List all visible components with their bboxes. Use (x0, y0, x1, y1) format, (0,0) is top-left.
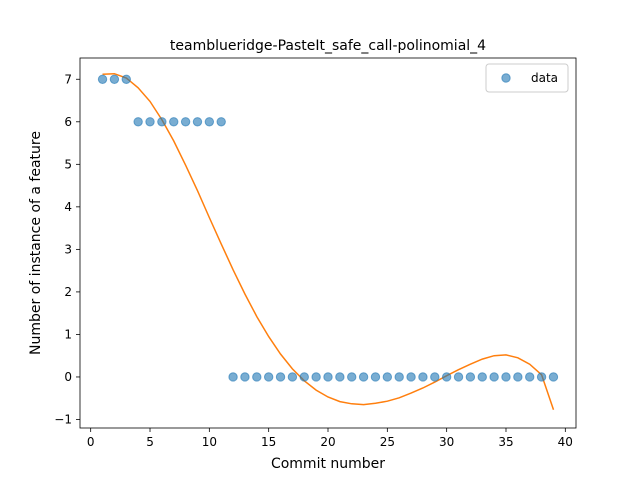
data-point (336, 373, 344, 381)
y-tick-label: 5 (64, 157, 72, 171)
data-point (395, 373, 403, 381)
x-tick-label: 5 (146, 435, 154, 449)
x-tick-label: 35 (498, 435, 513, 449)
y-tick-label: 4 (64, 200, 72, 214)
data-point (383, 373, 391, 381)
y-tick-label: 2 (64, 285, 72, 299)
data-point (264, 373, 272, 381)
data-point (431, 373, 439, 381)
data-point (205, 118, 213, 126)
data-point (324, 373, 332, 381)
x-tick-label: 30 (439, 435, 454, 449)
x-tick-label: 20 (320, 435, 335, 449)
y-axis-label: Number of instance of a feature (28, 131, 44, 355)
y-tick-label: 6 (64, 115, 72, 129)
data-point (407, 373, 415, 381)
data-point (217, 118, 225, 126)
x-tick-label: 0 (87, 435, 95, 449)
data-point (359, 373, 367, 381)
y-tick-label: 1 (64, 327, 72, 341)
data-point (312, 373, 320, 381)
data-point (502, 373, 510, 381)
data-point (526, 373, 534, 381)
data-point (170, 118, 178, 126)
y-tick-label: 0 (64, 370, 72, 384)
data-point (288, 373, 296, 381)
x-tick-label: 40 (558, 435, 573, 449)
data-point (466, 373, 474, 381)
data-point (276, 373, 284, 381)
data-point (478, 373, 486, 381)
data-point (122, 75, 130, 83)
data-point (490, 373, 498, 381)
legend-marker (502, 74, 510, 82)
data-point (193, 118, 201, 126)
y-tick-label: 7 (64, 72, 72, 86)
x-axis-label: Commit number (271, 456, 385, 472)
legend-label: data (531, 71, 558, 85)
data-point (146, 118, 154, 126)
data-point (181, 118, 189, 126)
data-point (371, 373, 379, 381)
data-point (98, 75, 106, 83)
chart-title: teamblueridge-PasteIt_safe_call-polinomi… (170, 38, 486, 54)
data-point (134, 118, 142, 126)
x-tick-label: 15 (261, 435, 276, 449)
legend: data (486, 64, 568, 92)
y-tick-label: 3 (64, 242, 72, 256)
data-point (110, 75, 118, 83)
data-point (348, 373, 356, 381)
data-point (300, 373, 308, 381)
data-point (229, 373, 237, 381)
data-point (241, 373, 249, 381)
x-tick-label: 25 (380, 435, 395, 449)
data-point (454, 373, 462, 381)
data-point (537, 373, 545, 381)
data-point (442, 373, 450, 381)
y-tick-label: −1 (54, 412, 72, 426)
data-point (514, 373, 522, 381)
data-point (419, 373, 427, 381)
data-point (253, 373, 261, 381)
x-tick-label: 10 (202, 435, 217, 449)
data-point (549, 373, 557, 381)
data-point (158, 118, 166, 126)
